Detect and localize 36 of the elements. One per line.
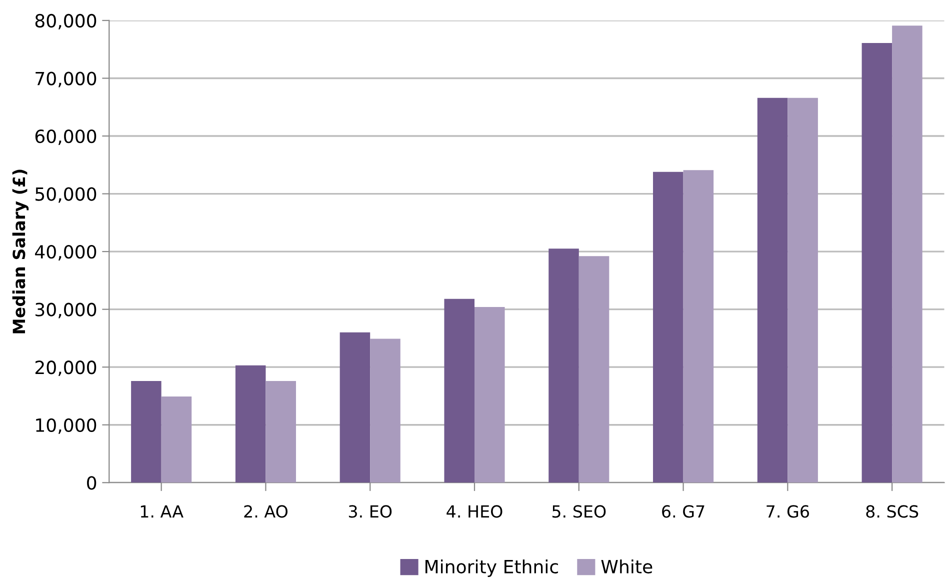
x-tick-label: 5. SEO (552, 505, 606, 518)
bar (370, 338, 400, 483)
y-tick-label: 10,000 (36, 418, 96, 434)
y-tick-label: 30,000 (36, 302, 96, 318)
bar (578, 256, 610, 483)
x-tick-label: 1. AA (140, 505, 184, 518)
bar (757, 98, 788, 483)
y-tick-label: 70,000 (36, 72, 96, 88)
y-tick-label: 0 (87, 476, 96, 490)
bar (340, 332, 370, 483)
bar (444, 298, 474, 483)
y-tick-label: 40,000 (35, 245, 96, 261)
bar (161, 396, 192, 483)
legend-label: White (601, 560, 652, 574)
bar (683, 170, 714, 483)
x-tick-label: 2. AO (244, 505, 288, 518)
bar (862, 43, 892, 483)
bar (788, 98, 818, 483)
bar (892, 26, 922, 483)
y-tick-label: 50,000 (36, 187, 96, 203)
x-tick-label: 6. G7 (662, 505, 704, 518)
x-tick-label: 7. G6 (766, 505, 809, 518)
x-tick-label: 8. SCS (866, 505, 918, 518)
bar (235, 365, 266, 483)
bar (653, 172, 684, 483)
x-tick-label: 4. HEO (446, 505, 502, 518)
y-tick-label: 80,000 (35, 14, 96, 30)
y-tick-label: 60,000 (35, 129, 96, 145)
x-tick-label: 3. EO (348, 505, 392, 518)
bar (474, 307, 505, 483)
bar (131, 380, 162, 483)
bar (266, 380, 296, 483)
bar (548, 248, 579, 483)
y-tick-label: 20,000 (35, 360, 96, 376)
y-axis-title: Median Salary (£) (12, 170, 29, 334)
legend-label: Minority Ethnic (426, 560, 558, 577)
